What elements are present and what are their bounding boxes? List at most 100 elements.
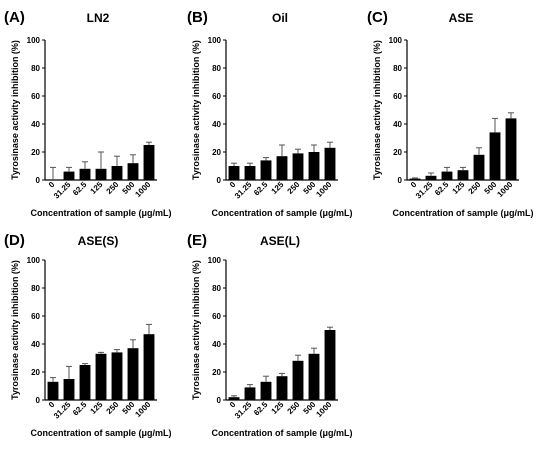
y-axis-label: Tyrosinase activity inhibition (%) [191,260,201,400]
y-tick-label: 100 [389,36,403,45]
bar [292,153,304,180]
panel-title: ASE(S) [78,234,119,248]
chart-panel: (E) ASE(L) 0 20 40 60 80 100 Tyrosinase activity… [187,232,353,438]
x-tick-label: 62.5 [433,180,451,198]
bar [143,334,155,400]
y-tick-label: 0 [36,396,41,405]
x-tick-label: 125 [270,180,286,196]
panel-label: (B) [187,9,208,26]
panel-label: (D) [4,232,25,249]
bar [260,381,272,400]
bar [47,381,59,400]
bar [505,118,517,180]
bar [244,387,256,400]
chart-panel: (A) LN2 0 20 40 60 80 100 Tyrosinase activity in… [4,9,172,218]
x-axis-label: Concentration of sample (μg/mL) [30,428,171,438]
x-tick-label: 62.5 [252,180,270,198]
y-tick-label: 80 [212,284,221,293]
bar [111,166,123,180]
bar [244,166,256,180]
panel-label: (A) [4,9,25,26]
bar [111,352,123,400]
x-tick-label: 62.5 [71,180,89,198]
bar [308,353,320,400]
y-axis-label: Tyrosinase activity inhibition (%) [191,40,201,180]
y-tick-label: 40 [212,120,221,129]
y-tick-label: 0 [36,176,41,185]
bar [489,132,501,180]
panel-label: (C) [367,9,388,26]
y-tick-label: 40 [212,340,221,349]
x-tick-label: 31.25 [52,180,73,201]
x-tick-label: 125 [89,400,105,416]
y-tick-label: 20 [393,148,402,157]
bar [260,160,272,180]
chart-panel: (B) Oil 0 20 40 60 80 100 Tyrosinase activity in… [187,9,353,218]
bar [457,170,469,180]
y-tick-label: 40 [31,120,40,129]
y-tick-label: 80 [31,64,40,73]
x-tick-label: 125 [270,400,286,416]
y-tick-label: 20 [31,148,40,157]
x-tick-label: 31.25 [414,180,435,201]
x-tick-label: 31.25 [233,400,254,421]
x-tick-label: 0 [47,400,57,410]
y-tick-label: 40 [393,120,402,129]
y-tick-label: 40 [31,340,40,349]
y-tick-label: 20 [31,368,40,377]
y-tick-label: 100 [27,256,41,265]
y-tick-label: 0 [217,396,222,405]
x-tick-label: 31.25 [233,180,254,201]
x-tick-label: 0 [228,180,238,190]
bar [143,145,155,180]
bar [276,156,288,180]
y-tick-label: 80 [212,64,221,73]
bar [441,171,453,180]
x-tick-label: 250 [105,400,121,416]
x-tick-label: 250 [467,180,483,196]
bar [473,154,485,180]
x-tick-label: 0 [228,400,238,410]
y-tick-label: 60 [212,92,221,101]
x-tick-label: 1000 [133,180,152,199]
y-tick-label: 20 [212,148,221,157]
x-tick-label: 62.5 [252,400,270,418]
x-axis-label: Concentration of sample (μg/mL) [392,208,533,218]
bar [425,175,437,180]
y-tick-label: 100 [27,36,41,45]
chart-panel: (D) ASE(S) 0 20 40 60 80 100 Tyrosinase activity… [4,232,172,438]
x-tick-label: 62.5 [71,400,89,418]
bar [324,147,336,180]
bar [276,376,288,400]
bar [95,168,107,180]
y-tick-label: 60 [212,312,221,321]
y-tick-label: 20 [212,368,221,377]
panel-title: LN2 [87,11,110,25]
bar [409,178,421,180]
bar [127,348,139,400]
y-tick-label: 60 [31,312,40,321]
panel-title: ASE [449,11,474,25]
bar [228,166,240,180]
bar [79,168,91,180]
x-tick-label: 1000 [314,400,333,419]
x-axis-label: Concentration of sample (μg/mL) [211,208,352,218]
y-tick-label: 60 [393,92,402,101]
y-tick-label: 80 [393,64,402,73]
y-axis-label: Tyrosinase activity inhibition (%) [10,260,20,400]
x-tick-label: 1000 [495,180,514,199]
bar [63,171,75,180]
y-axis-label: Tyrosinase activity inhibition (%) [10,40,20,180]
x-tick-label: 250 [105,180,121,196]
x-tick-label: 31.25 [52,400,73,421]
y-tick-label: 60 [31,92,40,101]
y-tick-label: 100 [208,36,222,45]
bar [63,379,75,400]
x-tick-label: 250 [286,400,302,416]
y-tick-label: 0 [398,176,403,185]
x-tick-label: 0 [409,180,419,190]
bar [95,353,107,400]
bar [324,330,336,400]
y-tick-label: 0 [217,176,222,185]
